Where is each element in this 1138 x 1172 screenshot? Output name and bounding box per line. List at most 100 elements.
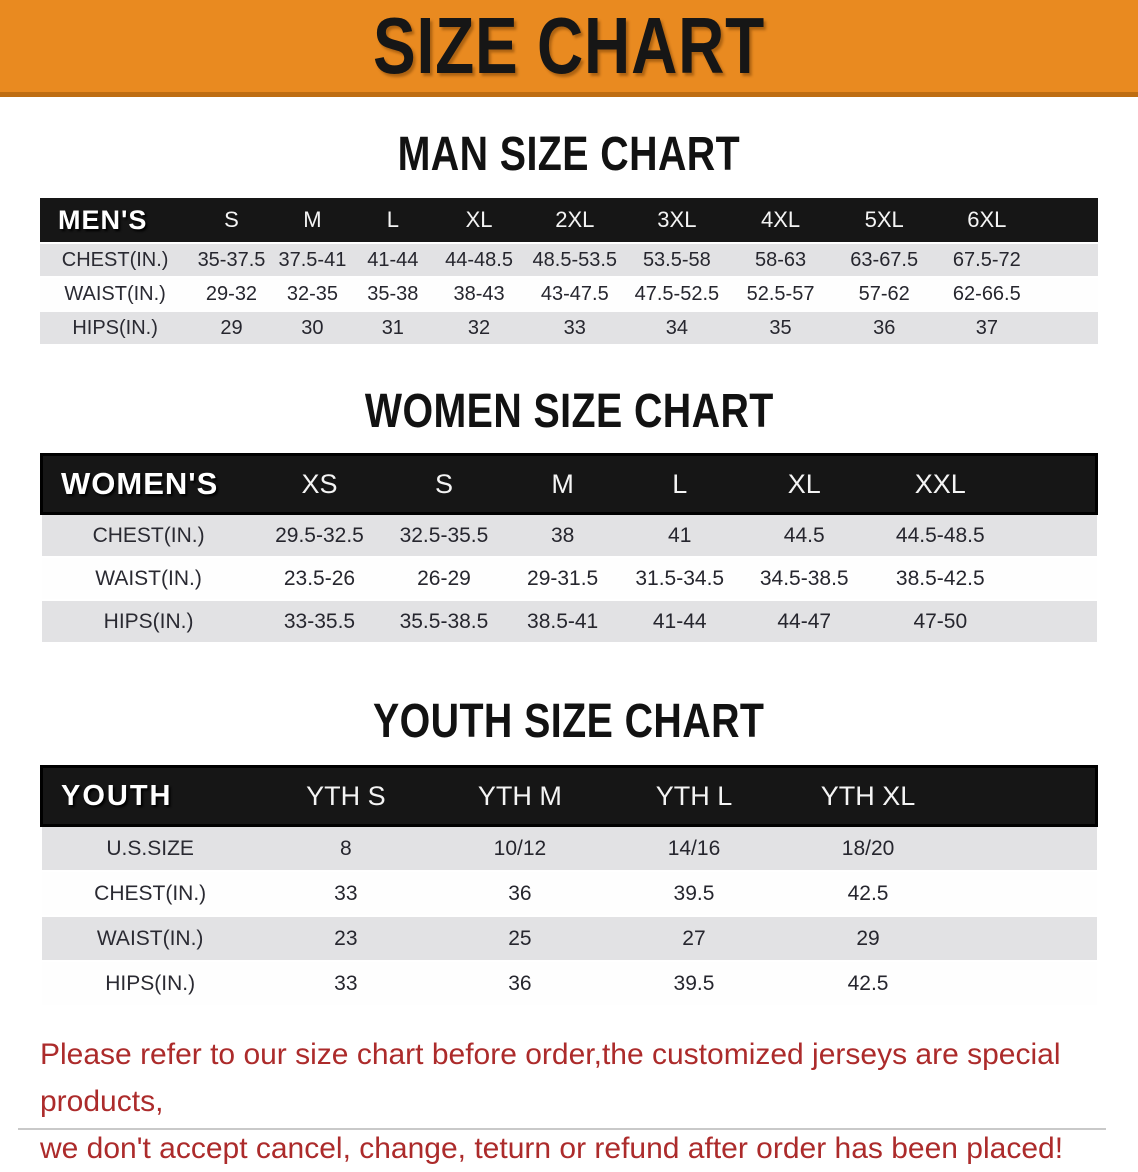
size-value: 41 [620, 512, 739, 557]
size-column-header: YTH S [258, 765, 433, 827]
size-value: 41-44 [352, 242, 434, 277]
spacer-cell [955, 915, 1097, 961]
size-value: 39.5 [606, 960, 782, 1005]
size-value: 29 [781, 915, 956, 961]
men-header-row: MEN'S S M L XL 2XL 3XL 4XL 5XL 6XL [40, 198, 1098, 243]
size-value: 42.5 [781, 960, 956, 1005]
size-value: 44-48.5 [433, 242, 525, 277]
size-value: 14/16 [606, 824, 782, 871]
spacer-cell [1010, 512, 1097, 557]
size-value: 32.5-35.5 [383, 512, 505, 557]
size-value: 35 [728, 310, 833, 344]
men-section-heading-text: MAN SIZE CHART [397, 128, 741, 181]
size-value: 25 [432, 915, 607, 961]
size-column-header: 2XL [524, 198, 626, 243]
youth-chest-row: CHEST(IN.) 33 36 39.5 42.5 [41, 870, 1097, 916]
size-value: 26-29 [383, 556, 505, 600]
size-column-header: 6XL [936, 198, 1038, 243]
row-label: CHEST(IN.) [41, 512, 256, 557]
size-column-header: YTH XL [781, 765, 956, 827]
spacer-cell [955, 960, 1097, 1005]
size-value: 33 [258, 960, 433, 1005]
size-value: 38 [504, 512, 621, 557]
size-column-header: XS [255, 453, 384, 515]
size-value: 29-32 [190, 276, 273, 311]
size-value: 35-38 [352, 276, 434, 311]
size-value: 37 [936, 310, 1038, 344]
size-value: 62-66.5 [936, 276, 1038, 311]
row-label: HIPS(IN.) [41, 960, 259, 1005]
men-size-table: MEN'S S M L XL 2XL 3XL 4XL 5XL 6XL CHEST… [40, 198, 1098, 344]
men-section-heading: MAN SIZE CHART [0, 127, 1138, 182]
size-value: 18/20 [781, 824, 956, 871]
youth-section-heading-text: YOUTH SIZE CHART [373, 695, 765, 748]
size-column-header: XL [738, 453, 870, 515]
banner-title: SIZE CHART [373, 1, 765, 90]
size-value: 47-50 [869, 599, 1011, 642]
footer-note-line-1: Please refer to our size chart before or… [40, 1038, 1061, 1118]
size-value: 29.5-32.5 [255, 512, 384, 557]
size-value: 36 [832, 310, 937, 344]
size-column-header: 3XL [625, 198, 729, 243]
footer-note-line-2: we don't accept cancel, change, teturn o… [40, 1132, 1064, 1165]
row-label: HIPS(IN.) [40, 310, 191, 344]
size-value: 41-44 [620, 599, 739, 642]
size-column-header: XL [433, 198, 525, 243]
youth-ussize-row: U.S.SIZE 8 10/12 14/16 18/20 [41, 824, 1097, 871]
spacer-cell [1037, 276, 1098, 311]
size-value: 8 [258, 824, 433, 871]
size-column-header: 5XL [832, 198, 937, 243]
size-value: 52.5-57 [728, 276, 833, 311]
bottom-edge-line [18, 1128, 1106, 1130]
size-value: 33-35.5 [255, 599, 384, 642]
size-value: 29 [190, 310, 273, 344]
size-column-header: L [352, 198, 434, 243]
spacer-cell [1037, 242, 1098, 277]
spacer-cell [1010, 453, 1098, 515]
size-column-header: YTH M [432, 765, 607, 827]
size-value: 38.5-41 [504, 599, 621, 642]
women-size-table: WOMEN'S XS S M L XL XXL CHEST(IN.) 29.5-… [39, 453, 1098, 642]
size-value: 39.5 [606, 870, 782, 916]
row-label: WAIST(IN.) [41, 915, 259, 961]
spacer-cell [955, 824, 1097, 871]
size-value: 36 [432, 960, 607, 1005]
size-value: 10/12 [432, 824, 607, 871]
size-value: 58-63 [728, 242, 833, 277]
size-value: 23.5-26 [255, 556, 384, 600]
size-value: 32 [433, 310, 525, 344]
size-value: 37.5-41 [272, 242, 353, 277]
size-value: 33 [524, 310, 626, 344]
spacer-cell [955, 765, 1099, 827]
size-column-header: 4XL [728, 198, 833, 243]
youth-corner-label: YOUTH [39, 765, 259, 827]
size-value: 44-47 [738, 599, 870, 642]
women-section-heading-text: WOMEN SIZE CHART [364, 385, 774, 438]
size-value: 48.5-53.5 [524, 242, 626, 277]
size-column-header: L [620, 453, 739, 515]
size-value: 67.5-72 [936, 242, 1038, 277]
size-value: 29-31.5 [504, 556, 621, 600]
size-column-header: YTH L [606, 765, 782, 827]
size-value: 63-67.5 [832, 242, 937, 277]
youth-hips-row: HIPS(IN.) 33 36 39.5 42.5 [41, 960, 1097, 1005]
size-value: 31.5-34.5 [620, 556, 739, 600]
size-value: 34.5-38.5 [738, 556, 870, 600]
row-label: WAIST(IN.) [41, 556, 256, 600]
youth-header-row: YOUTH YTH S YTH M YTH L YTH XL [39, 765, 1099, 827]
size-value: 44.5-48.5 [869, 512, 1011, 557]
size-value: 33 [258, 870, 433, 916]
size-value: 30 [272, 310, 353, 344]
spacer-cell [1010, 599, 1097, 642]
women-waist-row: WAIST(IN.) 23.5-26 26-29 29-31.5 31.5-34… [41, 556, 1097, 600]
size-column-header: XXL [869, 453, 1011, 515]
size-value: 42.5 [781, 870, 956, 916]
size-column-header: S [190, 198, 273, 243]
footer-note: Please refer to our size chart before or… [40, 1031, 1108, 1172]
size-value: 44.5 [738, 512, 870, 557]
spacer-cell [1037, 310, 1098, 344]
men-hips-row: HIPS(IN.) 29 30 31 32 33 34 35 36 37 [40, 310, 1098, 344]
row-label: HIPS(IN.) [41, 599, 256, 642]
row-label: CHEST(IN.) [40, 242, 191, 277]
size-value: 31 [352, 310, 434, 344]
